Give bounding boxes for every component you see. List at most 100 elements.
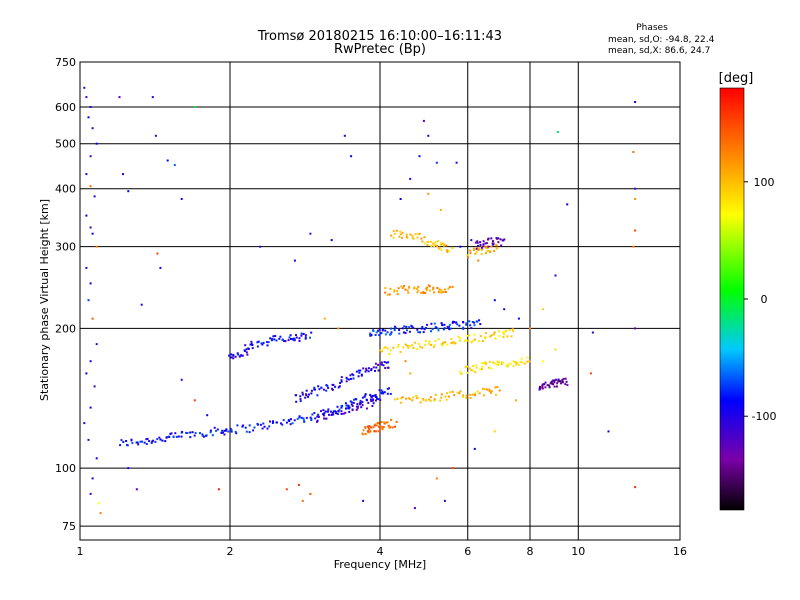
data-point (548, 384, 551, 387)
data-point (416, 348, 419, 351)
data-point (473, 333, 476, 336)
data-point (475, 366, 478, 369)
data-point (477, 244, 479, 247)
data-point (392, 236, 395, 239)
data-point (91, 127, 94, 130)
data-point (485, 251, 488, 254)
data-point (307, 395, 310, 398)
data-point (259, 245, 262, 248)
data-point (413, 286, 416, 289)
data-point (181, 430, 184, 433)
data-point (143, 441, 146, 444)
data-point (541, 387, 544, 390)
data-point (150, 441, 153, 444)
data-point (471, 321, 474, 323)
data-point (377, 421, 380, 424)
data-point (274, 335, 277, 337)
data-point (348, 378, 350, 381)
chart-subtitle: RwPretec (Bp) (334, 42, 426, 57)
data-point (439, 208, 442, 211)
data-point (289, 423, 292, 426)
data-point (272, 335, 275, 338)
data-point (410, 325, 413, 328)
data-point (408, 326, 411, 329)
data-point (498, 389, 501, 392)
data-point (91, 232, 94, 235)
data-point (416, 328, 419, 331)
data-point (348, 410, 351, 413)
data-point (464, 366, 467, 369)
data-point (345, 380, 348, 383)
data-point (328, 413, 330, 416)
data-point (432, 286, 435, 289)
data-point (145, 438, 148, 441)
data-point (564, 383, 567, 386)
data-point (338, 385, 341, 388)
data-point (467, 339, 470, 342)
data-point (390, 331, 393, 334)
data-point (122, 440, 125, 443)
data-point (289, 418, 292, 421)
data-point (556, 131, 559, 133)
data-point (372, 402, 375, 405)
data-point (172, 435, 175, 438)
data-point (337, 386, 340, 389)
data-point (322, 388, 325, 391)
data-point (497, 361, 500, 364)
data-point (189, 436, 192, 439)
data-point (396, 346, 399, 348)
y-tick-label: 400 (55, 183, 76, 196)
data-point (552, 379, 555, 382)
data-point (370, 334, 373, 337)
data-point (360, 402, 363, 405)
data-point (508, 329, 511, 332)
data-point (392, 230, 395, 233)
data-point (385, 361, 388, 364)
data-point (386, 387, 389, 390)
data-point (484, 242, 487, 245)
data-point (221, 429, 224, 432)
data-point (422, 331, 425, 334)
data-point (97, 502, 100, 505)
data-point (309, 232, 312, 235)
data-point (471, 393, 474, 396)
data-point (331, 383, 334, 386)
data-point (423, 327, 426, 330)
data-point (227, 430, 230, 433)
data-point (91, 477, 94, 480)
data-point (634, 101, 637, 103)
data-point (293, 339, 296, 342)
data-point (380, 389, 383, 392)
data-point (450, 338, 453, 340)
data-point (484, 337, 486, 340)
data-point (237, 353, 240, 356)
data-point (405, 329, 408, 332)
data-point (330, 414, 333, 416)
data-point (281, 339, 284, 341)
data-point (236, 352, 239, 355)
data-point (500, 244, 503, 247)
data-point (300, 334, 303, 337)
data-point (382, 364, 385, 367)
data-point (378, 328, 381, 331)
data-point (151, 96, 154, 99)
data-point (211, 434, 214, 437)
data-point (497, 363, 500, 366)
data-point (89, 492, 92, 495)
data-point (386, 293, 389, 296)
data-point (251, 344, 254, 346)
data-point (507, 363, 510, 366)
data-point (122, 173, 124, 176)
data-point (504, 330, 507, 333)
data-point (477, 248, 480, 251)
data-point (367, 430, 370, 433)
data-point (462, 394, 464, 397)
data-point (559, 380, 562, 383)
data-point (400, 401, 403, 404)
data-point (390, 333, 392, 335)
data-point (263, 425, 266, 428)
data-point (454, 321, 457, 324)
data-point (268, 425, 271, 428)
data-point (234, 430, 237, 433)
data-point (223, 429, 226, 432)
